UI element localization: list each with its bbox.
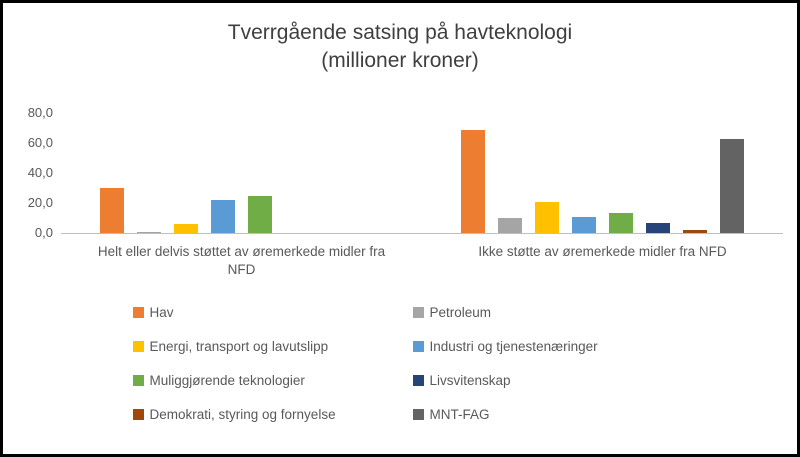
legend-swatch: [132, 409, 144, 420]
y-axis-tick-label: 20,0: [27, 195, 53, 210]
legend-label: Demokrati, styring og fornyelse: [149, 407, 336, 422]
y-axis-tick-label: 40,0: [27, 165, 53, 180]
bar: [535, 201, 559, 233]
plot-area: [61, 101, 783, 234]
chart-area: 0,0 20,0 40,0 60,0 80,0: [13, 101, 783, 240]
chart-title: Tverrgående satsing på havteknologi (mil…: [3, 3, 797, 75]
bar-group: [61, 101, 422, 233]
bar: [683, 230, 707, 233]
legend-label: MNT-FAG: [429, 407, 490, 422]
y-axis-tick-label: 80,0: [27, 105, 53, 120]
legend-swatch: [412, 341, 424, 352]
y-axis: 0,0 20,0 40,0 60,0 80,0: [13, 101, 61, 240]
category-label: Helt eller delvis støttet av øremerkede …: [97, 244, 386, 277]
legend-label: Petroleum: [429, 305, 492, 320]
legend-item: Demokrati, styring og fornyelse: [132, 407, 413, 422]
legend-swatch: [412, 307, 424, 318]
legend-item: Petroleum: [412, 305, 668, 320]
legend-item: Energi, transport og lavutslipp: [132, 339, 413, 354]
legend-label: Livsvitenskap: [429, 373, 511, 388]
legend-label: Hav: [149, 305, 174, 320]
chart-title-line2: (millioner kroner): [321, 49, 479, 72]
bar: [609, 212, 633, 233]
legend-swatch: [132, 375, 144, 386]
bar: [211, 200, 235, 233]
legend-label: Industri og tjenestenæringer: [429, 339, 598, 354]
bar: [498, 218, 522, 233]
bar: [720, 138, 744, 233]
bar: [137, 231, 161, 233]
bar: [248, 195, 272, 233]
legend-label: Muliggjørende teknologier: [149, 373, 305, 388]
category-axis: Helt eller delvis støttet av øremerkede …: [61, 243, 783, 279]
y-axis-tick-label: 60,0: [27, 135, 53, 150]
y-axis-tick-label: 0,0: [34, 225, 53, 240]
legend-swatch: [412, 409, 424, 420]
bar: [646, 222, 670, 233]
legend-swatch: [132, 307, 144, 318]
legend-item: Hav: [132, 305, 413, 320]
legend-swatch: [132, 341, 144, 352]
bar: [572, 216, 596, 233]
legend-swatch: [412, 375, 424, 386]
bar: [461, 129, 485, 233]
legend-item: MNT-FAG: [412, 407, 668, 422]
chart-title-line1: Tverrgående satsing på havteknologi: [227, 21, 573, 44]
legend-item: Muliggjørende teknologier: [132, 373, 413, 388]
legend-item: Industri og tjenestenæringer: [412, 339, 668, 354]
legend: Hav Petroleum Energi, transport og lavutsl…: [3, 305, 797, 422]
bar-group: [422, 101, 783, 233]
category-label: Ikke støtte av øremerkede midler fra NFD: [478, 244, 727, 259]
legend-item: Livsvitenskap: [412, 373, 668, 388]
legend-label: Energi, transport og lavutslipp: [149, 339, 329, 354]
bar: [174, 224, 198, 233]
bar: [100, 188, 124, 233]
